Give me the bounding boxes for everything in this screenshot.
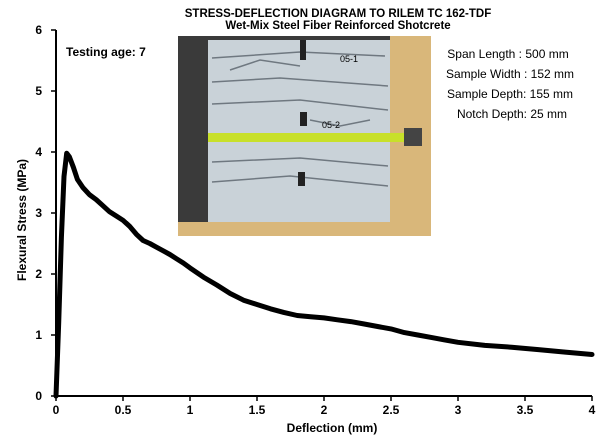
series-line [53,150,595,399]
photo-clamp-right [404,128,422,146]
photo-crack-lines [211,51,389,187]
y-tick-label: 5 [35,84,42,98]
photo-clamp-mid [300,112,307,126]
y-tick-label: 4 [35,145,42,159]
y-tick-label: 6 [35,23,42,37]
sample-depth-label: Sample Depth: 155 mm [447,87,573,101]
y-tick-label: 1 [35,328,42,342]
x-tick-label: 2 [321,403,328,417]
notch-depth-label: Notch Depth: 25 mm [457,107,567,121]
photo-specimen [208,40,390,222]
x-tick-label: 3.5 [517,403,534,417]
photo-yellow-strip [208,133,410,142]
x-axis-label: Deflection (mm) [287,421,378,435]
y-tick-label: 3 [35,206,42,220]
x-tick-label: 0 [53,403,60,417]
y-ticks: 0 1 2 3 4 5 6 [35,23,56,403]
x-tick-label: 1.5 [249,403,266,417]
photo-frame-bottom [178,222,431,236]
span-length-label: Span Length : 500 mm [447,47,568,61]
photo-label-0: 05-1 [340,54,358,64]
sample-width-label: Sample Width : 152 mm [446,67,574,81]
y-axis-label: Flexural Stress (MPa) [15,159,29,281]
photo-clamp-bottom [298,172,305,186]
y-tick-label: 0 [35,389,42,403]
specimen-info-box [432,40,590,124]
photo-clamp-top [300,40,306,60]
x-tick-label: 0.5 [115,403,132,417]
x-tick-label: 1 [187,403,194,417]
photo-label-1: 05-2 [322,120,340,130]
chart-subtitle: Wet-Mix Steel Fiber Reinforced Shotcrete [225,20,450,32]
x-tick-label: 3 [455,403,462,417]
x-ticks: 0 0.5 1 1.5 2 2.5 3 3.5 4 [53,396,596,417]
y-tick-label: 2 [35,267,42,281]
testing-age-label: Testing age: 7 [66,45,146,59]
x-tick-label: 4 [589,403,596,417]
chart-title: STRESS-DEFLECTION DIAGRAM TO RILEM TC 16… [185,8,491,20]
specimen-photo-inset: 05-2 05-1 [178,36,431,236]
x-tick-label: 2.5 [383,403,400,417]
